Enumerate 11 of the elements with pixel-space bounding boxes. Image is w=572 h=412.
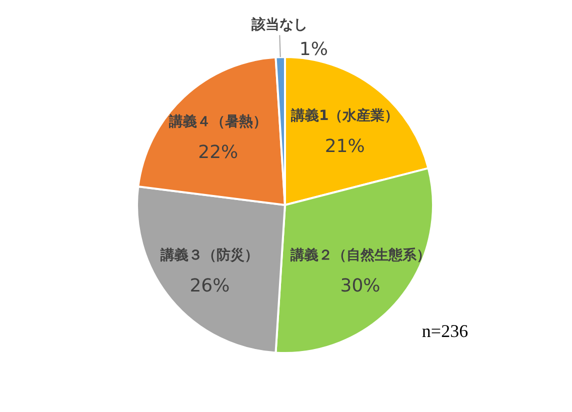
data-label: 26% xyxy=(190,275,230,296)
data-label: 22% xyxy=(198,142,238,163)
data-label: 30% xyxy=(340,275,380,296)
slice-label: 講義３（防災） xyxy=(160,246,259,264)
slice-label: 講義1（水産業） xyxy=(290,106,399,124)
slice-label: 講義２（自然生態系） xyxy=(289,246,430,264)
text: n=236 xyxy=(422,321,468,341)
data-label: 21% xyxy=(324,136,365,157)
data-label: 1% xyxy=(299,39,328,60)
slice-label: 講義４（暑熱） xyxy=(168,112,268,130)
slice-label: 該当なし xyxy=(250,16,308,34)
